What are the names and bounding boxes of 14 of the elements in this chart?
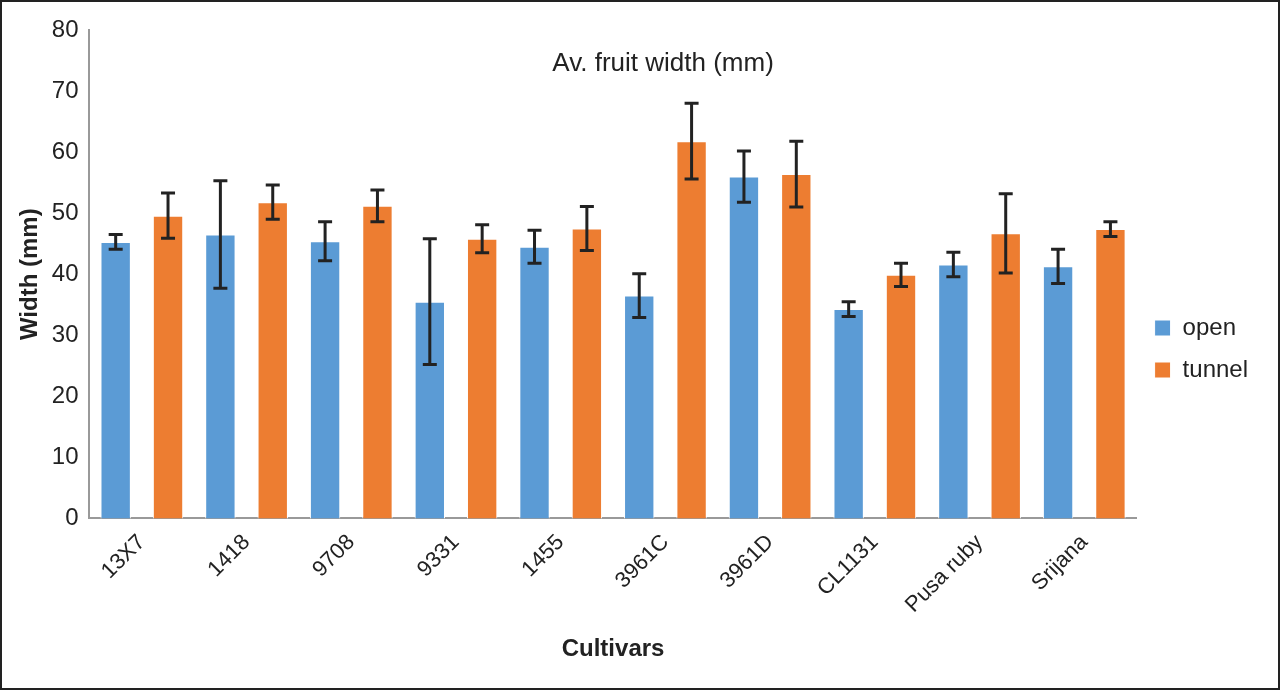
y-tick-label: 50 — [51, 197, 79, 225]
legend-label: open — [1182, 312, 1236, 340]
y-tick-label: 20 — [51, 380, 79, 408]
text: Av. fruit width (mm) — [552, 47, 774, 78]
y-tick-label: 40 — [51, 258, 79, 286]
y-tick-label: 80 — [51, 14, 79, 42]
y-tick-label: 30 — [51, 319, 79, 347]
y-tick-label: 0 — [65, 503, 79, 531]
y-axis-title: Width (mm) — [15, 208, 43, 341]
y-tick-label: 10 — [51, 442, 79, 470]
y-tick-label: 70 — [51, 75, 79, 103]
legend-label: tunnel — [1182, 354, 1248, 382]
x-axis-title: Cultivars — [561, 634, 665, 662]
y-tick-label: 60 — [51, 136, 79, 164]
